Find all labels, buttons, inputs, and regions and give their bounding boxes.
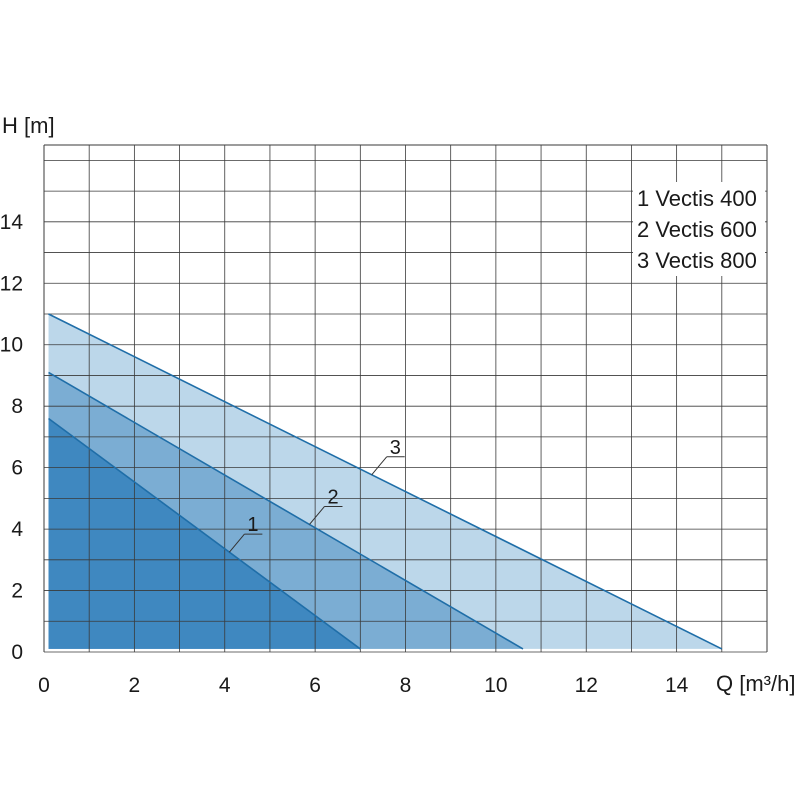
y-tick-label: 12 bbox=[0, 272, 23, 295]
curve-label-2: 2 bbox=[327, 486, 338, 508]
x-axis-label: Q [m³/h] bbox=[716, 671, 795, 696]
y-tick-label: 0 bbox=[11, 641, 23, 664]
callout-leader-1 bbox=[228, 533, 245, 553]
legend-entry: 1 Vectis 400 bbox=[637, 186, 757, 211]
curve-label-1: 1 bbox=[247, 514, 258, 536]
series-line-1 bbox=[48, 417, 361, 650]
x-tick-label: 12 bbox=[575, 674, 598, 697]
legend-entry: 3 Vectis 800 bbox=[637, 248, 757, 273]
callout-leader-3 bbox=[371, 456, 388, 476]
y-tick-labels: 0 2 4 6 8 10 12 14 bbox=[0, 211, 23, 664]
series-callouts: 1 2 3 bbox=[228, 437, 405, 553]
curve-label-3: 3 bbox=[390, 437, 401, 459]
y-tick-label: 8 bbox=[11, 395, 23, 418]
legend: 1 Vectis 400 2 Vectis 600 3 Vectis 800 bbox=[633, 182, 765, 276]
y-tick-label: 4 bbox=[11, 518, 23, 541]
x-tick-label: 6 bbox=[309, 674, 321, 697]
x-tick-label: 4 bbox=[219, 674, 231, 697]
y-tick-label: 14 bbox=[0, 211, 23, 234]
series-line-3 bbox=[48, 313, 723, 650]
y-tick-label: 6 bbox=[11, 457, 23, 480]
y-tick-label: 10 bbox=[0, 334, 23, 357]
x-tick-label: 2 bbox=[129, 674, 141, 697]
x-tick-label: 0 bbox=[38, 674, 50, 697]
callout-leader-2 bbox=[309, 506, 325, 525]
series-line-2 bbox=[48, 371, 524, 650]
y-tick-label: 2 bbox=[11, 580, 23, 603]
legend-entry: 2 Vectis 600 bbox=[637, 217, 757, 242]
y-axis-label: H [m] bbox=[2, 113, 55, 138]
grid bbox=[43, 144, 768, 653]
series-lines bbox=[48, 313, 723, 650]
legend-box bbox=[633, 182, 765, 276]
x-tick-label: 8 bbox=[400, 674, 412, 697]
x-tick-labels: 0 2 4 6 8 10 12 14 bbox=[38, 674, 688, 697]
x-tick-label: 14 bbox=[665, 674, 689, 697]
x-tick-label: 10 bbox=[484, 674, 507, 697]
